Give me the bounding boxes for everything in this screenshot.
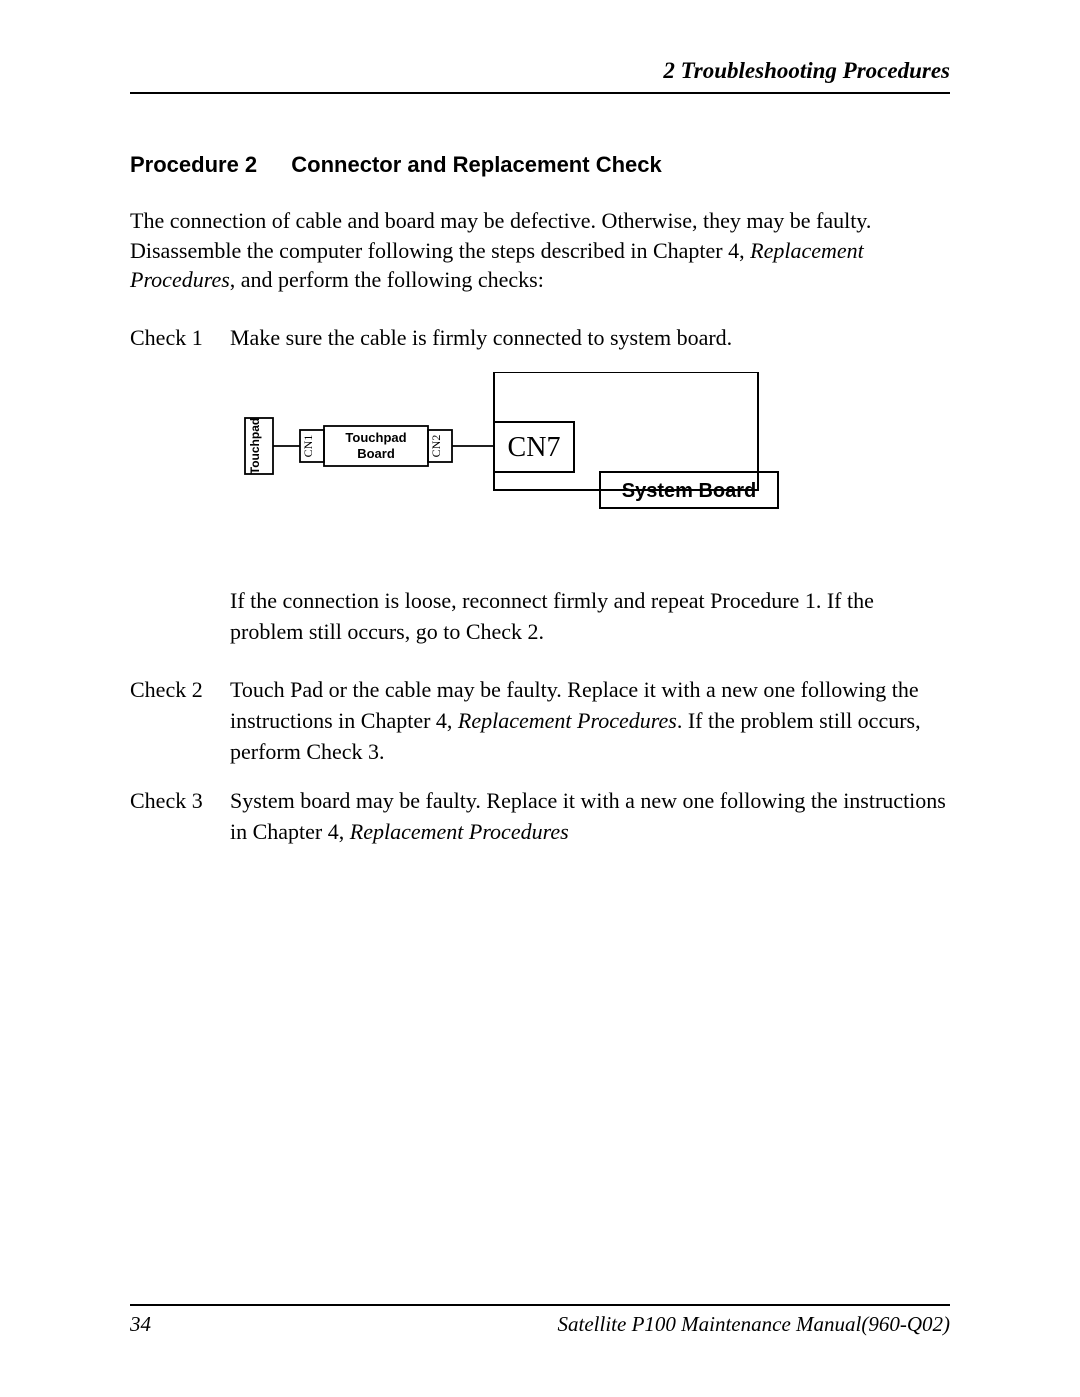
diagram-svg: Touchpad CN1 Touchpad Board CN2 CN7 Syst… bbox=[230, 372, 792, 554]
sysboard-label: System Board bbox=[622, 480, 757, 502]
check-3-body: System board may be faulty. Replace it w… bbox=[230, 786, 950, 848]
check-3-text-1: System board may be faulty. Replace it w… bbox=[230, 788, 946, 844]
cn2-label: CN2 bbox=[429, 435, 443, 458]
touchpad-board-line2: Board bbox=[357, 446, 395, 461]
check-3-row: Check 3 System board may be faulty. Repl… bbox=[130, 786, 950, 848]
page-footer: 34 Satellite P100 Maintenance Manual(960… bbox=[130, 1304, 950, 1337]
check-3-ref: Replacement Procedures bbox=[350, 819, 569, 844]
touchpad-label: Touchpad bbox=[248, 418, 262, 474]
check-1-followup: If the connection is loose, reconnect fi… bbox=[230, 586, 950, 648]
connection-diagram: Touchpad CN1 Touchpad Board CN2 CN7 Syst… bbox=[230, 372, 950, 554]
procedure-number: Procedure 2 bbox=[130, 152, 257, 178]
page-header: 2 Troubleshooting Procedures bbox=[130, 58, 950, 94]
page-number: 34 bbox=[130, 1312, 151, 1337]
check-2-row: Check 2 Touch Pad or the cable may be fa… bbox=[130, 675, 950, 767]
touchpad-board-line1: Touchpad bbox=[345, 430, 406, 445]
check-1-row: Check 1 Make sure the cable is firmly co… bbox=[130, 323, 950, 354]
cn7-label: CN7 bbox=[508, 432, 561, 463]
check-1-label: Check 1 bbox=[130, 323, 230, 354]
intro-paragraph: The connection of cable and board may be… bbox=[130, 206, 950, 295]
page-container: 2 Troubleshooting Procedures Procedure 2… bbox=[0, 0, 1080, 1397]
check-3-label: Check 3 bbox=[130, 786, 230, 848]
check-1-followup-text: If the connection is loose, reconnect fi… bbox=[230, 588, 874, 644]
check-2-ref: Replacement Procedures bbox=[458, 708, 677, 733]
check-2-body: Touch Pad or the cable may be faulty. Re… bbox=[230, 675, 950, 767]
check-1-body: Make sure the cable is firmly connected … bbox=[230, 323, 950, 354]
procedure-heading: Procedure 2 Connector and Replacement Ch… bbox=[130, 152, 950, 178]
intro-text-2: , and perform the following checks: bbox=[230, 267, 544, 292]
check-2-label: Check 2 bbox=[130, 675, 230, 767]
manual-title: Satellite P100 Maintenance Manual(960-Q0… bbox=[558, 1312, 951, 1337]
header-title: 2 Troubleshooting Procedures bbox=[663, 58, 950, 83]
cn1-label: CN1 bbox=[301, 435, 315, 458]
procedure-title: Connector and Replacement Check bbox=[291, 152, 661, 177]
